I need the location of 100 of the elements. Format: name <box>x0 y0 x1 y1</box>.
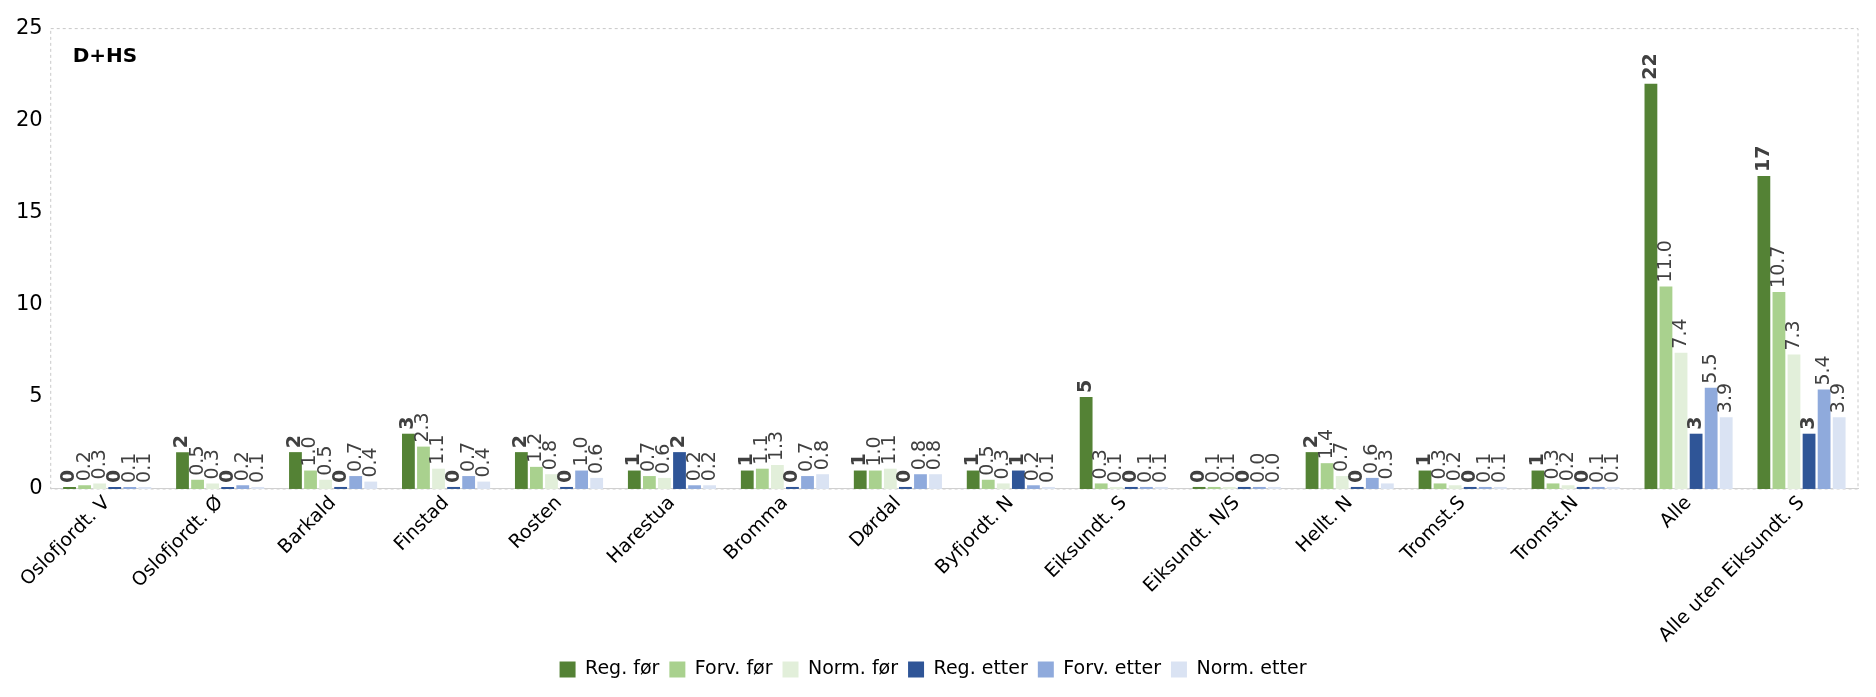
bar <box>1478 486 1492 489</box>
data-label: 3 <box>1683 416 1706 430</box>
bar <box>462 476 476 489</box>
bar <box>816 474 829 489</box>
bar <box>364 481 378 489</box>
bar <box>1546 483 1560 489</box>
bar <box>755 468 769 489</box>
bar <box>853 470 867 489</box>
bar <box>545 474 558 489</box>
bar <box>1644 83 1658 489</box>
data-label: 7.4 <box>1667 318 1690 349</box>
y-tick-label: 20 <box>15 107 43 132</box>
legend-label: Forv. etter <box>1063 656 1162 679</box>
y-tick-label: 15 <box>15 199 43 224</box>
data-label: 0 <box>892 469 915 483</box>
bar <box>1493 486 1507 489</box>
bar <box>251 486 265 489</box>
bar <box>1787 354 1801 489</box>
bar <box>402 433 415 489</box>
bar <box>123 486 137 489</box>
bar <box>658 477 671 489</box>
bar <box>1079 396 1093 489</box>
bar <box>1832 417 1846 489</box>
bar <box>514 452 528 489</box>
bar <box>319 479 332 489</box>
bar <box>1757 175 1771 489</box>
legend-label: Norm. før <box>808 656 899 679</box>
bar <box>530 466 543 489</box>
bar <box>771 465 784 489</box>
data-label: 10.7 <box>1765 245 1788 288</box>
bar <box>1094 483 1108 489</box>
bar <box>996 483 1010 489</box>
data-label: 0 <box>553 469 576 483</box>
data-label: 5 <box>1073 379 1096 393</box>
bar <box>477 481 491 489</box>
data-label: 3 <box>1795 416 1818 430</box>
bar <box>1011 470 1025 489</box>
data-label: 11.0 <box>1652 240 1675 283</box>
bar <box>417 446 430 489</box>
bar <box>1591 486 1605 489</box>
y-tick-label: 10 <box>15 291 43 316</box>
bar <box>1606 486 1620 489</box>
x-tick-label: Alle <box>1654 490 1695 532</box>
text: D+HS <box>72 42 138 67</box>
bar <box>1109 486 1123 489</box>
bar <box>1139 486 1153 489</box>
bar <box>883 468 897 489</box>
bar <box>1027 485 1040 489</box>
bar <box>304 470 317 489</box>
bar <box>1689 433 1703 489</box>
legend-label: Reg. før <box>585 656 660 679</box>
data-label: 2 <box>169 434 192 449</box>
bar <box>176 452 189 489</box>
bar <box>914 474 927 489</box>
bar <box>868 470 882 489</box>
bar <box>1433 483 1447 489</box>
bar <box>1561 485 1575 489</box>
bar <box>1659 286 1673 489</box>
bar <box>801 476 814 489</box>
data-label: 0 <box>440 469 463 483</box>
bar <box>1719 417 1733 489</box>
bar <box>432 468 445 489</box>
bar <box>688 485 701 489</box>
bar <box>1207 486 1221 489</box>
bar <box>1335 476 1349 489</box>
data-label: 7.3 <box>1780 320 1803 351</box>
bar <box>1448 485 1462 489</box>
bar <box>1802 433 1816 489</box>
bar <box>1704 387 1718 489</box>
legend-label: Forv. før <box>694 656 773 679</box>
y-tick-label: 0 <box>29 475 43 500</box>
bar <box>1380 483 1394 489</box>
bar <box>191 479 204 489</box>
bar <box>93 483 107 489</box>
bar <box>740 470 754 489</box>
bar <box>289 452 302 489</box>
bar <box>575 470 589 489</box>
bar <box>1674 352 1688 489</box>
legend-label: Reg. etter <box>933 656 1029 679</box>
bar <box>1305 452 1319 489</box>
bar <box>1772 291 1786 489</box>
bar <box>78 485 92 489</box>
bar <box>929 474 942 489</box>
bar <box>642 476 656 489</box>
bar <box>590 477 604 489</box>
bar <box>236 485 250 489</box>
bar <box>627 470 641 489</box>
bar <box>349 476 363 489</box>
bar <box>1222 486 1236 489</box>
bar <box>206 483 220 489</box>
bar <box>981 479 995 489</box>
bar <box>1365 477 1379 489</box>
data-label: 3.9 <box>1713 382 1736 414</box>
bar <box>1155 486 1168 489</box>
bar <box>673 452 686 489</box>
bar <box>1042 486 1055 489</box>
bar <box>1817 389 1831 489</box>
bar <box>703 485 717 489</box>
data-label: 5.5 <box>1698 353 1721 384</box>
y-tick-label: 5 <box>29 383 43 408</box>
